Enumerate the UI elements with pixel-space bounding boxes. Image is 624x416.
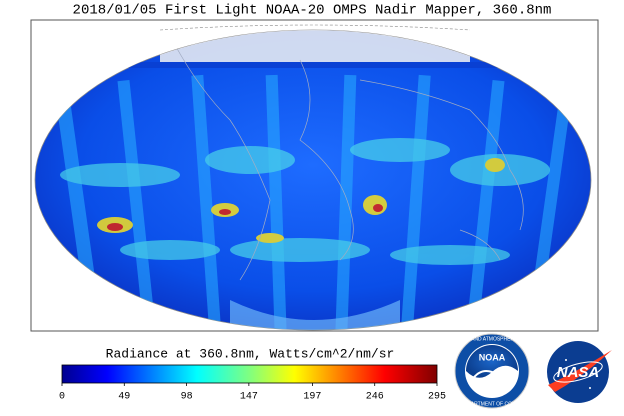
colorbar-tick-label: 0 [59,392,65,403]
colorbar-tick-label: 49 [118,392,130,403]
colorbar-tick-label: 98 [181,392,193,403]
map [34,24,592,331]
noaa-ring-top: NATIONAL OCEANIC AND ATMOSPHERIC ADMINIS… [421,336,563,342]
nasa-logo: NASA [547,341,612,403]
noaa-text: NOAA [479,352,506,362]
map-frame [30,19,599,332]
colorbar-tick-label: 295 [428,392,446,403]
nasa-text: NASA [557,364,600,381]
colorbar-ticks: 0 49 98 147 197 246 295 [59,383,446,403]
noaa-logo: NOAA NATIONAL OCEANIC AND ATMOSPHERIC AD… [421,333,563,409]
colorbar-tick-label: 246 [366,392,384,403]
noaa-ring-bottom: U.S. DEPARTMENT OF COMMERCE [450,401,535,407]
colorbar-label: Radiance at 360.8nm, Watts/cm^2/nm/sr [106,346,395,361]
title: 2018/01/05 First Light NOAA-20 OMPS Nadi… [73,3,552,19]
colorbar-tick-label: 147 [240,392,258,403]
colorbar [61,364,438,384]
colorbar-tick-label: 197 [303,392,321,403]
